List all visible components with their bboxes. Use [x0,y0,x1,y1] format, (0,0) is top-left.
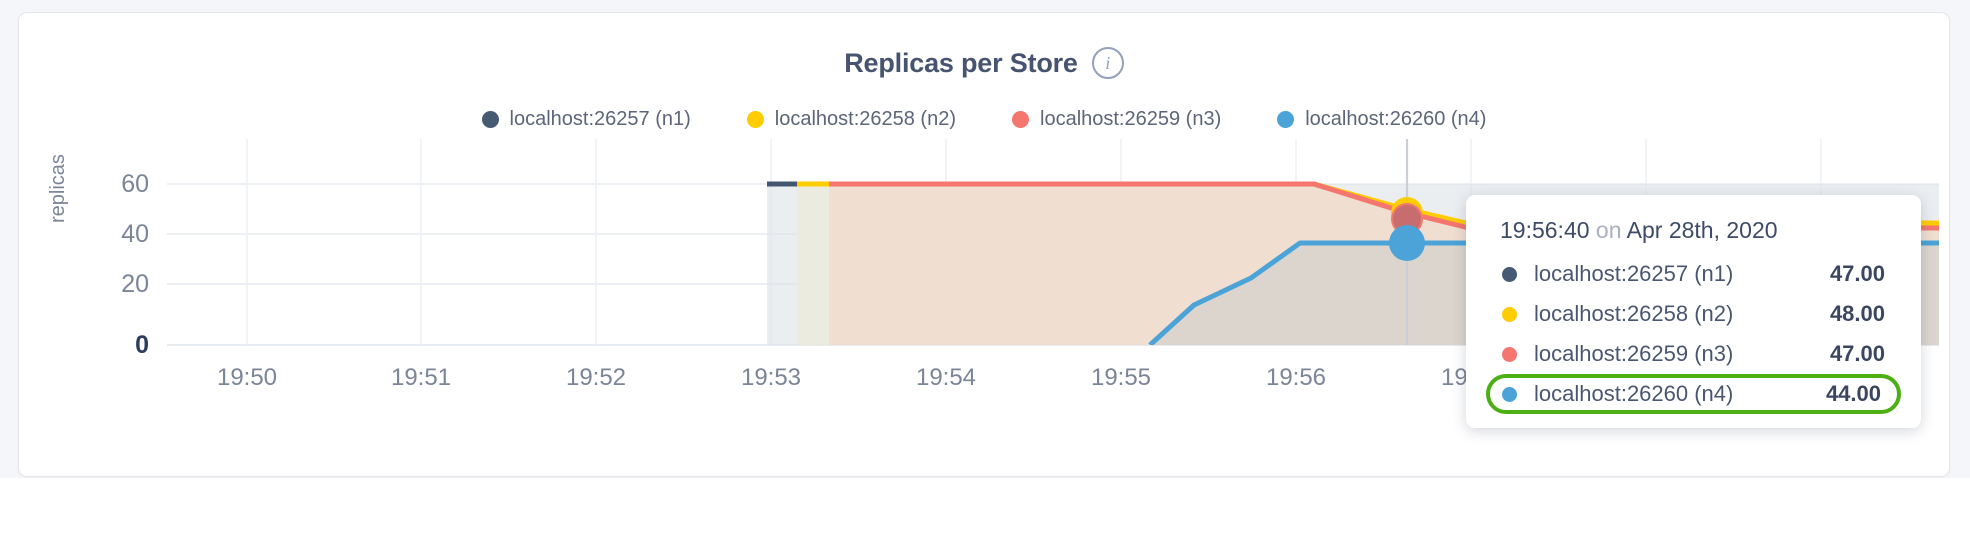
cursor-marker-n4 [1389,225,1425,261]
tooltip-label-n1: localhost:26257 (n1) [1534,261,1734,286]
x-tick-0: 19:50 [217,364,277,391]
tooltip-timestamp: 19:56:40 on Apr 28th, 2020 [1466,213,1921,254]
cursor-markers [1389,197,1425,261]
legend-label-n3: localhost:26259 (n3) [1040,108,1222,130]
tooltip-value-n2: 48.00 [1829,301,1885,326]
legend-label-n4: localhost:26260 (n4) [1305,108,1487,130]
x-tick-3: 19:53 [741,364,801,391]
legend-dot-n3 [1012,111,1029,128]
page-title: Replicas per Store [844,47,1078,78]
replicas-per-store-card: Replicas per Store i localhost:26257 (n1… [18,12,1950,477]
cursor-marker-n1 [1393,205,1421,233]
info-icon[interactable]: i [1091,47,1124,79]
chart-header: Replicas per Store i [19,47,1949,79]
tooltip-label-n3: localhost:26259 (n3) [1534,341,1734,366]
tooltip-value-n3: 47.00 [1829,341,1885,366]
tooltip-row-n1: localhost:26257 (n1) 47.00 [1486,254,1901,294]
y-tick-60: 60 [121,170,149,198]
legend-item-n1[interactable]: localhost:26257 (n1) [481,108,691,131]
legend-dot-n2 [746,111,764,128]
chart-legend: localhost:26257 (n1) localhost:26258 (n2… [19,108,1949,131]
legend-item-n4[interactable]: localhost:26260 (n4) [1277,108,1486,131]
y-tick-40: 40 [121,220,149,248]
chart-tooltip: 19:56:40 on Apr 28th, 2020 localhost:262… [1466,195,1921,428]
tooltip-row-n2: localhost:26258 (n2) 48.00 [1486,294,1901,334]
legend-label-n1: localhost:26257 (n1) [509,108,691,130]
x-tick-4: 19:54 [916,364,976,391]
tooltip-value-n1: 47.00 [1829,261,1885,286]
x-tick-6: 19:56 [1266,364,1326,391]
y-tick-0: 0 [135,331,149,359]
tooltip-date: Apr 28th, 2020 [1626,217,1778,243]
y-tick-20: 20 [121,270,149,298]
tooltip-row-n3: localhost:26259 (n3) 47.00 [1486,334,1901,374]
legend-item-n2[interactable]: localhost:26258 (n2) [746,108,956,131]
tooltip-dot-n2 [1502,306,1517,322]
tooltip-label-n4: localhost:26260 (n4) [1534,381,1734,406]
legend-dot-n1 [481,111,499,128]
tooltip-label-n2: localhost:26258 (n2) [1534,301,1734,326]
tooltip-rows: localhost:26257 (n1) 47.00 localhost:262… [1466,254,1921,414]
x-tick-2: 19:52 [566,364,626,391]
tooltip-dot-n1 [1502,266,1517,282]
x-tick-1: 19:51 [391,364,451,391]
tooltip-dot-n4 [1502,386,1517,402]
tooltip-dot-n3 [1502,346,1517,362]
y-tick-labels: 80 60 40 20 0 [121,170,149,359]
tooltip-on-word: on [1595,217,1622,243]
tooltip-row-n4-highlighted: localhost:26260 (n4) 44.00 [1486,374,1901,414]
x-tick-5: 19:55 [1091,364,1151,391]
legend-label-n2: localhost:26258 (n2) [774,108,956,130]
legend-item-n3[interactable]: localhost:26259 (n3) [1012,108,1221,131]
tooltip-time: 19:56:40 [1500,217,1590,243]
legend-dot-n4 [1277,111,1295,128]
tooltip-value-n4: 44.00 [1825,381,1881,406]
